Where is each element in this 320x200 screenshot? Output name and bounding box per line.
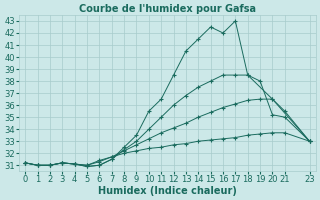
X-axis label: Humidex (Indice chaleur): Humidex (Indice chaleur) <box>98 186 237 196</box>
Title: Courbe de l'humidex pour Gafsa: Courbe de l'humidex pour Gafsa <box>79 4 256 14</box>
